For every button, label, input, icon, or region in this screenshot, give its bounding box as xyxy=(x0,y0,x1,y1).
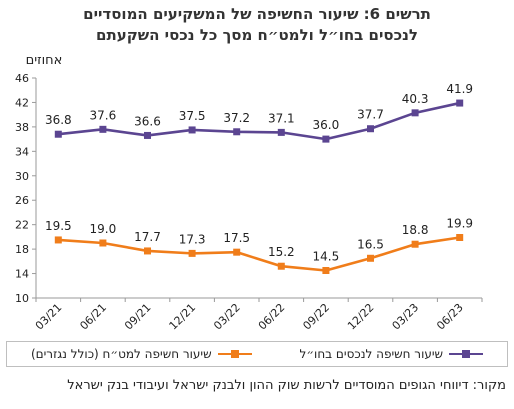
data-point xyxy=(144,247,151,255)
y-tick-label: 22 xyxy=(15,219,29,232)
y-axis-label: אחוזים xyxy=(26,53,63,68)
x-tick-label: 12/21 xyxy=(167,301,199,333)
x-tick-label: 03/22 xyxy=(211,301,243,333)
legend-item-fx: שיעור חשיפה למט״ח (כולל נגזרים) xyxy=(31,347,252,361)
chart-title-line2: לנכסים בחו״ל ולמט״ח מסך כל נכסי השקעתם xyxy=(96,26,418,44)
y-tick-label: 38 xyxy=(15,121,29,134)
data-point xyxy=(233,248,241,256)
data-point xyxy=(99,239,107,247)
data-label: 40.3 xyxy=(402,92,429,106)
data-label: 16.5 xyxy=(357,237,384,251)
data-label: 17.3 xyxy=(179,232,206,246)
data-label: 37.1 xyxy=(268,111,295,125)
x-tick-label: 06/23 xyxy=(434,301,466,333)
x-tick-label: 03/23 xyxy=(390,301,422,333)
y-tick-label: 10 xyxy=(15,292,29,305)
series-line-2 xyxy=(58,236,460,272)
data-point xyxy=(144,131,151,139)
data-label: 37.6 xyxy=(90,108,117,122)
y-tick-label: 30 xyxy=(15,170,29,183)
data-label: 17.5 xyxy=(223,231,250,245)
data-label: 14.5 xyxy=(313,250,340,264)
line-chart: אחוזים 10 14 18 22 26 30 34 38 42 46 03/21 06/21 09/2… xyxy=(15,53,483,333)
data-point xyxy=(322,135,330,143)
data-point xyxy=(99,125,107,133)
legend-swatch-abroad xyxy=(449,348,484,360)
data-label: 19.0 xyxy=(90,222,117,236)
legend-item-abroad: שיעור חשיפה לנכסים בחו״ל xyxy=(300,347,484,361)
data-point xyxy=(277,262,285,270)
data-point xyxy=(322,267,330,274)
data-point xyxy=(188,249,196,257)
x-tick-label: 06/22 xyxy=(256,301,288,333)
data-label: 17.7 xyxy=(134,230,161,244)
y-tick-label: 26 xyxy=(15,194,29,207)
x-tick-label: 09/21 xyxy=(122,301,154,333)
data-label: 36.0 xyxy=(313,118,340,132)
data-label: 19.5 xyxy=(45,219,72,233)
x-tick-label: 12/22 xyxy=(345,301,377,333)
data-label: 36.8 xyxy=(45,113,72,127)
legend-label-abroad: שיעור חשיפה לנכסים בחו״ל xyxy=(299,347,444,361)
data-label: 37.5 xyxy=(179,109,206,123)
data-label: 36.6 xyxy=(134,114,161,128)
data-label: 19.9 xyxy=(446,217,473,231)
y-tick-label: 14 xyxy=(15,268,29,281)
legend-swatch-fx xyxy=(217,348,252,360)
y-tick-label: 34 xyxy=(15,145,29,158)
series-line-1 xyxy=(58,101,460,141)
data-point xyxy=(456,99,464,107)
data-point xyxy=(367,125,374,133)
data-point xyxy=(411,240,419,248)
y-tick-label: 18 xyxy=(15,243,29,256)
data-point xyxy=(456,234,464,241)
y-tick-label: 42 xyxy=(15,96,29,109)
data-label: 37.2 xyxy=(223,111,250,125)
data-point xyxy=(233,128,241,136)
data-point xyxy=(367,254,374,262)
data-point xyxy=(277,128,285,136)
chart-title-line1: תרשים 6: שיעור החשיפה של המשקיעים המוסדי… xyxy=(83,5,431,23)
data-point xyxy=(188,126,196,134)
y-tick-label: 46 xyxy=(15,72,29,85)
data-label: 15.2 xyxy=(268,245,295,259)
data-label: 37.7 xyxy=(357,108,384,122)
x-tick-label: 09/22 xyxy=(300,301,332,333)
chart-legend: שיעור חשיפה לנכסים בחו״ל שיעור חשיפה למט… xyxy=(6,341,508,367)
data-point xyxy=(411,109,419,117)
data-label: 18.8 xyxy=(402,223,429,237)
data-label: 41.9 xyxy=(446,82,473,96)
data-point xyxy=(54,130,62,138)
data-point xyxy=(54,236,62,244)
legend-label-fx: שיעור חשיפה למט״ח (כולל נגזרים) xyxy=(30,347,212,361)
x-tick-label: 06/21 xyxy=(77,301,109,333)
source-note: מקור: דיווחי הגופים המוסדיים לרשות שוק ה… xyxy=(67,378,506,393)
x-tick-label: 03/21 xyxy=(33,301,65,333)
